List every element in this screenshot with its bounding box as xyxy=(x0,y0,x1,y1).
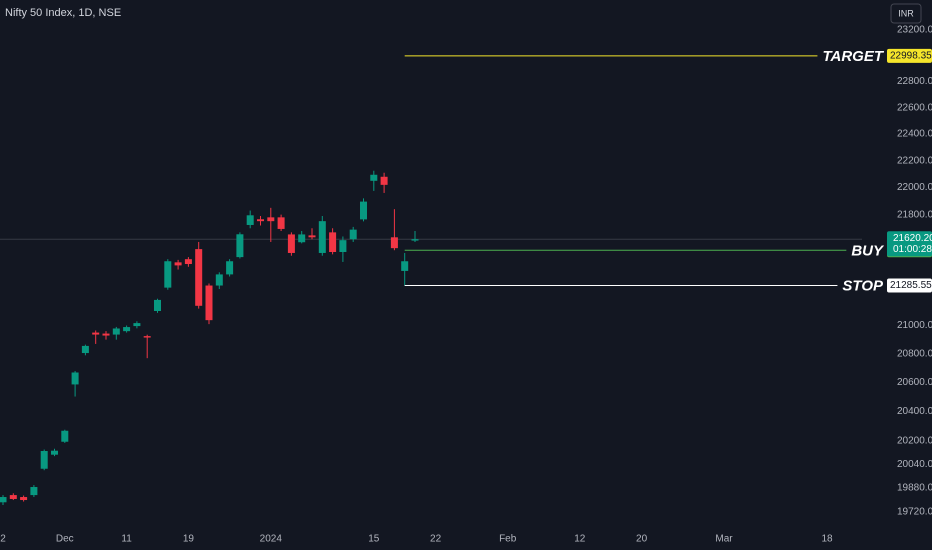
candle-body xyxy=(411,239,419,241)
x-tick-label: 15 xyxy=(368,534,380,545)
y-tick-label: 22400.00 xyxy=(897,129,932,140)
level-price-box xyxy=(887,278,932,293)
candle-body xyxy=(287,234,295,253)
candle-body xyxy=(318,221,326,253)
x-tick-label: 20 xyxy=(636,534,648,545)
candle-body xyxy=(92,332,100,335)
x-tick-label: Dec xyxy=(56,534,74,545)
currency-label[interactable]: INR xyxy=(898,8,914,18)
x-tick-label: 19 xyxy=(183,534,195,545)
candle-body xyxy=(102,333,110,336)
candle-body xyxy=(215,274,223,286)
x-tick-label: 12 xyxy=(574,534,586,545)
y-tick-label: 23200.00 xyxy=(897,25,932,36)
candle-body xyxy=(246,215,254,225)
x-tick-label: 11 xyxy=(121,534,132,545)
candle-body xyxy=(257,219,264,222)
countdown-label: 01:00:28 xyxy=(893,244,932,255)
y-tick-label: 20600.00 xyxy=(897,377,932,388)
candle-body xyxy=(51,450,58,455)
x-tick-label: Mar xyxy=(715,534,733,545)
candle-body xyxy=(236,234,244,258)
x-tick-label: 18 xyxy=(821,534,833,545)
candle-body xyxy=(9,495,17,499)
chart-title: Nifty 50 Index, 1D, NSE xyxy=(5,7,121,19)
y-tick-label: 20200.00 xyxy=(897,435,932,446)
level-price-box xyxy=(887,48,932,63)
candle-body xyxy=(390,237,398,249)
candle-body xyxy=(0,497,7,503)
y-tick-label: 20040.00 xyxy=(897,459,932,470)
level-label: BUY xyxy=(851,242,885,259)
level-price-label: 22998.35 xyxy=(890,51,932,62)
candle-body xyxy=(123,327,131,332)
candle-body xyxy=(184,259,192,265)
candle-body xyxy=(380,176,388,185)
candle-body xyxy=(61,430,69,442)
candle-body xyxy=(349,229,357,240)
candle-body xyxy=(226,261,234,275)
candle-body xyxy=(20,497,28,501)
x-tick-label: 22 xyxy=(430,534,442,545)
candle-body xyxy=(195,249,203,306)
y-tick-label: 19880.00 xyxy=(897,483,932,494)
candle-body xyxy=(205,285,213,321)
candle-body xyxy=(174,262,182,266)
y-tick-label: 21800.00 xyxy=(897,209,932,220)
x-tick-label: 2 xyxy=(0,534,6,545)
candle-body xyxy=(30,487,38,496)
y-tick-label: 22600.00 xyxy=(897,102,932,113)
candle-body xyxy=(329,232,337,253)
x-tick-label: 2024 xyxy=(260,534,283,545)
candle-body xyxy=(71,372,79,385)
candle-body xyxy=(112,328,120,335)
y-tick-label: 22800.00 xyxy=(897,76,932,87)
candle-body xyxy=(370,174,378,181)
candle-body xyxy=(267,217,275,222)
y-tick-label: 20800.00 xyxy=(897,349,932,360)
level-label: STOP xyxy=(842,277,884,294)
y-tick-label: 19720.00 xyxy=(897,507,932,518)
y-tick-label: 21000.00 xyxy=(897,320,932,331)
candle-body xyxy=(298,234,306,243)
candle-body xyxy=(308,235,316,238)
candle-body xyxy=(339,240,347,253)
candle-body xyxy=(154,299,161,312)
candle-body xyxy=(133,323,141,327)
y-tick-label: 20400.00 xyxy=(897,406,932,417)
x-tick-label: Feb xyxy=(499,534,517,545)
currency-box[interactable] xyxy=(890,3,922,24)
level-price-label: 21285.55 xyxy=(890,280,932,291)
y-tick-label: 22200.00 xyxy=(897,155,932,166)
candle-body xyxy=(40,451,48,469)
candle-body xyxy=(143,336,151,338)
last-price-box xyxy=(887,231,932,257)
candle-body xyxy=(277,217,285,229)
candle-body xyxy=(360,201,367,220)
level-label: TARGET xyxy=(822,48,884,65)
last-price-label: 21620.20 xyxy=(893,233,932,244)
candle-body xyxy=(81,345,89,354)
candle-body xyxy=(164,261,172,288)
y-tick-label: 22000.00 xyxy=(897,182,932,193)
candle-body xyxy=(401,261,409,271)
